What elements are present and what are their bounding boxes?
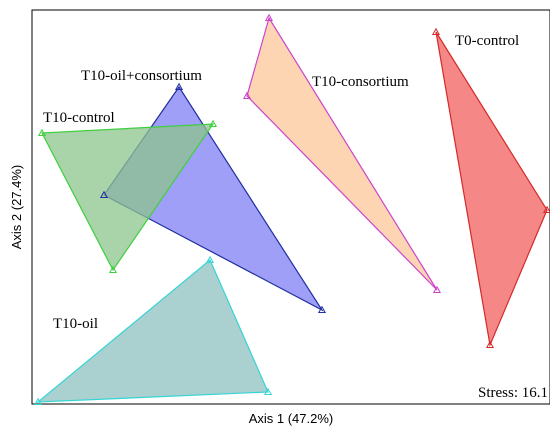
- point-t10-oil-1: [205, 255, 215, 264]
- y-axis-label: Axis 2 (27.4%): [9, 165, 24, 250]
- point-t10-control-3: [108, 265, 118, 274]
- x-axis-label: Axis 1 (47.2%): [249, 411, 334, 426]
- point-t10-control-1: [37, 128, 47, 137]
- group-labels: T0-control T10-consortium T10-oil+consor…: [43, 33, 519, 332]
- point-t10-oil-2: [263, 387, 273, 396]
- stress-annotation: Stress: 16.1: [478, 385, 548, 401]
- point-t10-oil-consortium-2: [99, 190, 109, 199]
- point-t10-oil-3: [33, 397, 43, 406]
- label-t10-oil-consortium: T10-oil+consortium: [81, 68, 202, 84]
- polygon-t0-control: [435, 31, 548, 348]
- point-t10-oil-consortium-3: [317, 305, 327, 314]
- label-t0-control: T0-control: [455, 33, 519, 49]
- point-t10-consortium-2: [242, 91, 252, 100]
- point-t10-consortium-1: [264, 13, 274, 22]
- polygon-t10-consortium: [246, 16, 438, 291]
- point-t10-oil-consortium-1: [174, 82, 184, 91]
- label-t10-oil: T10-oil: [53, 316, 98, 332]
- group-polygons: [33, 13, 550, 406]
- point-t10-consortium-3: [432, 285, 442, 294]
- point-t0-control-2: [542, 205, 550, 214]
- label-t10-consortium: T10-consortium: [312, 74, 409, 90]
- plot-frame: [31, 9, 550, 405]
- label-t10-control: T10-control: [43, 110, 115, 126]
- point-t0-control-3: [485, 340, 495, 349]
- point-t10-control-2: [208, 119, 218, 128]
- polygon-t10-oil: [36, 259, 269, 403]
- point-t0-control-1: [431, 27, 441, 36]
- polygon-t10-control: [41, 123, 215, 272]
